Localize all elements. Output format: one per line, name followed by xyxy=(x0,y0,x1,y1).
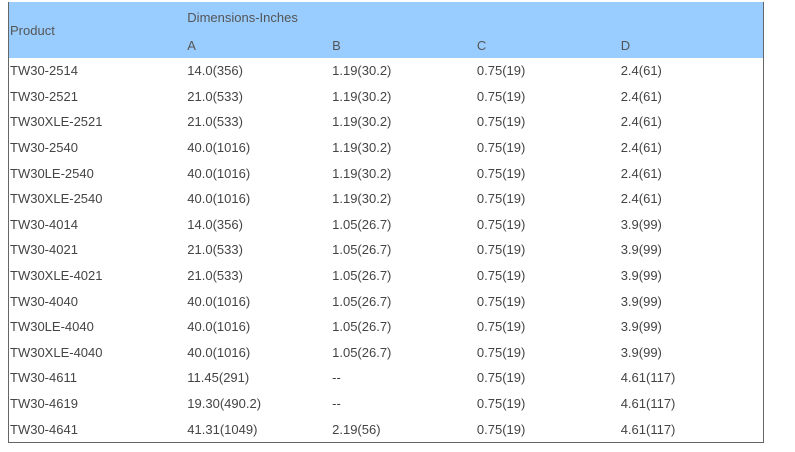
product-cell: TW30XLE-2540 xyxy=(10,191,103,207)
table-row: TW30XLE-4021 21.0(533) 1.05(26.7) 0.75(19) 3… xyxy=(9,263,764,289)
dim-d-cell: 4.61(117) xyxy=(620,370,676,386)
column-header-b: B xyxy=(332,37,341,53)
dim-b-cell: 1.19(30.2) xyxy=(332,165,392,181)
dim-a-cell: 40.0(1016) xyxy=(187,293,251,309)
product-cell: TW30LE-4040 xyxy=(10,319,94,335)
dim-b-cell: 1.05(26.7) xyxy=(332,319,392,335)
table-row: TW30-4021 21.0(533) 1.05(26.7) 0.75(19) 3.9(… xyxy=(9,237,764,263)
dim-b-cell: 1.19(30.2) xyxy=(332,114,392,130)
dim-b-cell: 1.05(26.7) xyxy=(332,242,392,258)
dimensions-header: Dimensions-Inches xyxy=(187,9,298,25)
product-cell: TW30XLE-4040 xyxy=(10,344,103,360)
dim-d-cell: 3.9(99) xyxy=(620,319,662,335)
table-row: TW30LE-4040 40.0(1016) 1.05(26.7) 0.75(19) 3… xyxy=(9,314,764,340)
dim-b-cell: 2.19(56) xyxy=(332,421,381,437)
product-cell: TW30-2521 xyxy=(10,88,78,104)
dim-b-cell: 1.05(26.7) xyxy=(332,344,392,360)
table-row: TW30-2521 21.0(533) 1.19(30.2) 0.75(19) 2.4(… xyxy=(9,84,764,110)
dim-d-cell: 4.61(117) xyxy=(620,396,676,412)
dim-c-cell: 0.75(19) xyxy=(476,293,526,309)
dim-c-cell: 0.75(19) xyxy=(476,114,526,130)
dimensions-table: Product Dimensions-Inches A B C D TW30-2… xyxy=(8,2,764,443)
table-row: TW30-2540 40.0(1016) 1.19(30.2) 0.75(19) 2.4… xyxy=(9,135,764,161)
dim-a-cell: 21.0(533) xyxy=(187,242,243,258)
dim-d-cell: 3.9(99) xyxy=(620,216,662,232)
header-row: Product Dimensions-Inches xyxy=(8,2,764,38)
dim-a-cell: 41.31(1049) xyxy=(187,421,258,437)
product-cell: TW30-4641 xyxy=(10,421,78,437)
dim-c-cell: 0.75(19) xyxy=(476,421,526,437)
product-header: Product xyxy=(10,22,55,38)
dim-c-cell: 0.75(19) xyxy=(476,191,526,207)
table-row: TW30XLE-4040 40.0(1016) 1.05(26.7) 0.75(19)… xyxy=(9,340,764,366)
dim-a-cell: 21.0(533) xyxy=(187,88,243,104)
dim-c-cell: 0.75(19) xyxy=(476,242,526,258)
dim-a-cell: 40.0(1016) xyxy=(187,344,251,360)
dim-c-cell: 0.75(19) xyxy=(476,344,526,360)
table-row: TW30-4611 11.45(291) -- 0.75(19) 4.61(117) xyxy=(9,365,764,391)
dim-d-cell: 2.4(61) xyxy=(620,88,662,104)
dim-a-cell: 40.0(1016) xyxy=(187,319,251,335)
dim-c-cell: 0.75(19) xyxy=(476,396,526,412)
product-cell: TW30LE-2540 xyxy=(10,165,94,181)
dim-a-cell: 40.0(1016) xyxy=(187,165,251,181)
dim-d-cell: 2.4(61) xyxy=(620,114,662,130)
dim-d-cell: 2.4(61) xyxy=(620,140,662,156)
dim-d-cell: 4.61(117) xyxy=(620,421,676,437)
dim-c-cell: 0.75(19) xyxy=(476,268,526,284)
product-cell: TW30-4040 xyxy=(10,293,78,309)
dim-b-cell: -- xyxy=(332,370,341,386)
dim-d-cell: 3.9(99) xyxy=(620,242,662,258)
dim-a-cell: 11.45(291) xyxy=(187,370,250,386)
dim-b-cell: 1.05(26.7) xyxy=(332,293,392,309)
dim-b-cell: 1.05(26.7) xyxy=(332,216,392,232)
column-header-c: C xyxy=(476,37,487,53)
table-row: TW30-4014 14.0(356) 1.05(26.7) 0.75(19) 3.9(… xyxy=(9,212,764,238)
dim-d-cell: 3.9(99) xyxy=(620,344,662,360)
dim-d-cell: 2.4(61) xyxy=(620,165,662,181)
product-cell: TW30-4619 xyxy=(10,396,78,412)
table-row: TW30-4641 41.31(1049) 2.19(56) 0.75(19) 4.61… xyxy=(9,416,764,442)
table-row: TW30-4619 19.30(490.2) -- 0.75(19) 4.61(117) xyxy=(9,391,764,417)
dim-a-cell: 40.0(1016) xyxy=(187,140,251,156)
dim-d-cell: 3.9(99) xyxy=(620,293,662,309)
dim-b-cell: 1.19(30.2) xyxy=(332,63,392,79)
product-cell: TW30XLE-4021 xyxy=(10,268,103,284)
dim-b-cell: 1.19(30.2) xyxy=(332,140,392,156)
dim-a-cell: 19.30(490.2) xyxy=(187,396,262,412)
dim-c-cell: 0.75(19) xyxy=(476,370,526,386)
dim-a-cell: 14.0(356) xyxy=(187,216,243,232)
table-row: TW30LE-2540 40.0(1016) 1.19(30.2) 0.75(19) 2… xyxy=(9,160,764,186)
dim-c-cell: 0.75(19) xyxy=(476,88,526,104)
product-cell: TW30-2540 xyxy=(10,140,78,156)
product-cell: TW30-2514 xyxy=(10,63,78,79)
product-cell: TW30-4611 xyxy=(10,370,77,386)
dim-b-cell: 1.19(30.2) xyxy=(332,191,392,207)
dim-c-cell: 0.75(19) xyxy=(476,63,526,79)
dim-c-cell: 0.75(19) xyxy=(476,319,526,335)
dim-d-cell: 2.4(61) xyxy=(620,191,662,207)
dim-c-cell: 0.75(19) xyxy=(476,140,526,156)
table-row: TW30-4040 40.0(1016) 1.05(26.7) 0.75(19) 3.9… xyxy=(9,288,764,314)
table-row: TW30-2514 14.0(356) 1.19(30.2) 0.75(19) 2.4(… xyxy=(9,58,764,84)
product-cell: TW30XLE-2521 xyxy=(10,114,103,130)
dim-b-cell: -- xyxy=(332,396,341,412)
dim-a-cell: 14.0(356) xyxy=(187,63,243,79)
column-header-d: D xyxy=(620,37,631,53)
table-row: TW30XLE-2540 40.0(1016) 1.19(30.2) 0.75(19)… xyxy=(9,186,764,212)
table-row: TW30XLE-2521 21.0(533) 1.19(30.2) 0.75(19) 2… xyxy=(9,109,764,135)
dim-a-cell: 40.0(1016) xyxy=(187,191,251,207)
dim-a-cell: 21.0(533) xyxy=(187,268,243,284)
dim-a-cell: 21.0(533) xyxy=(187,114,243,130)
column-header-a: A xyxy=(187,37,196,53)
product-cell: TW30-4021 xyxy=(10,242,78,258)
dim-b-cell: 1.19(30.2) xyxy=(332,88,392,104)
dim-b-cell: 1.05(26.7) xyxy=(332,268,392,284)
dim-d-cell: 2.4(61) xyxy=(620,63,662,79)
product-cell: TW30-4014 xyxy=(10,216,78,232)
dim-c-cell: 0.75(19) xyxy=(476,165,526,181)
dim-c-cell: 0.75(19) xyxy=(476,216,526,232)
dim-d-cell: 3.9(99) xyxy=(620,268,662,284)
